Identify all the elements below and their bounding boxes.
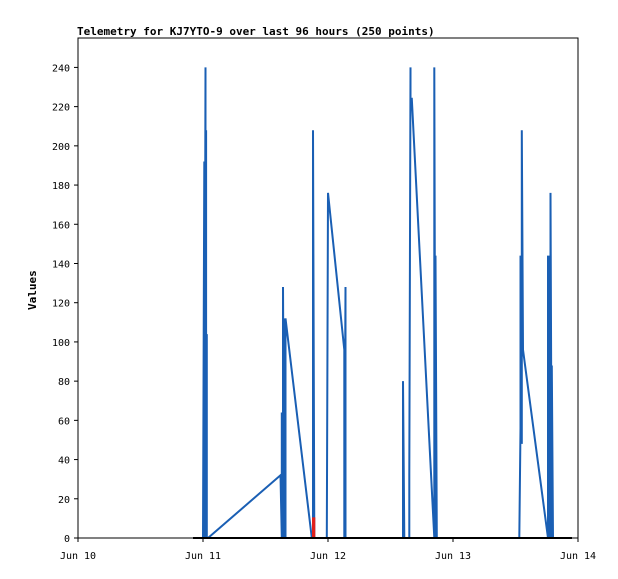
y-tick-label: 220 bbox=[52, 103, 70, 114]
y-tick-label: 80 bbox=[58, 377, 70, 388]
y-tick-label: 40 bbox=[58, 456, 70, 467]
x-axis: Jun 10 Jun 11 Jun 12 Jun 13 Jun 14 bbox=[60, 538, 596, 562]
chart-title: Telemetry for KJ7YTO-9 over last 96 hour… bbox=[77, 25, 435, 38]
x-tick-label: Jun 12 bbox=[310, 551, 346, 562]
series-layer bbox=[194, 67, 572, 539]
y-tick-label: 140 bbox=[52, 259, 70, 270]
y-tick-label: 20 bbox=[58, 495, 70, 506]
y-axis-label: Values bbox=[26, 270, 39, 310]
y-tick-label: 120 bbox=[52, 299, 70, 310]
series-line-1 bbox=[312, 517, 316, 538]
y-axis: 0 20 40 60 80 100 120 140 160 180 200 220 240 bbox=[52, 63, 78, 545]
x-tick-label: Jun 11 bbox=[185, 551, 221, 562]
x-tick-label: Jun 10 bbox=[60, 551, 96, 562]
y-tick-label: 180 bbox=[52, 181, 70, 192]
x-tick-label: Jun 13 bbox=[435, 551, 471, 562]
y-tick-label: 200 bbox=[52, 142, 70, 153]
y-tick-label: 160 bbox=[52, 220, 70, 231]
y-tick-label: 0 bbox=[64, 534, 70, 545]
x-tick-label: Jun 14 bbox=[560, 551, 596, 562]
y-tick-label: 60 bbox=[58, 416, 70, 427]
y-tick-label: 100 bbox=[52, 338, 70, 349]
series-line-0 bbox=[194, 67, 572, 539]
y-tick-label: 240 bbox=[52, 63, 70, 74]
